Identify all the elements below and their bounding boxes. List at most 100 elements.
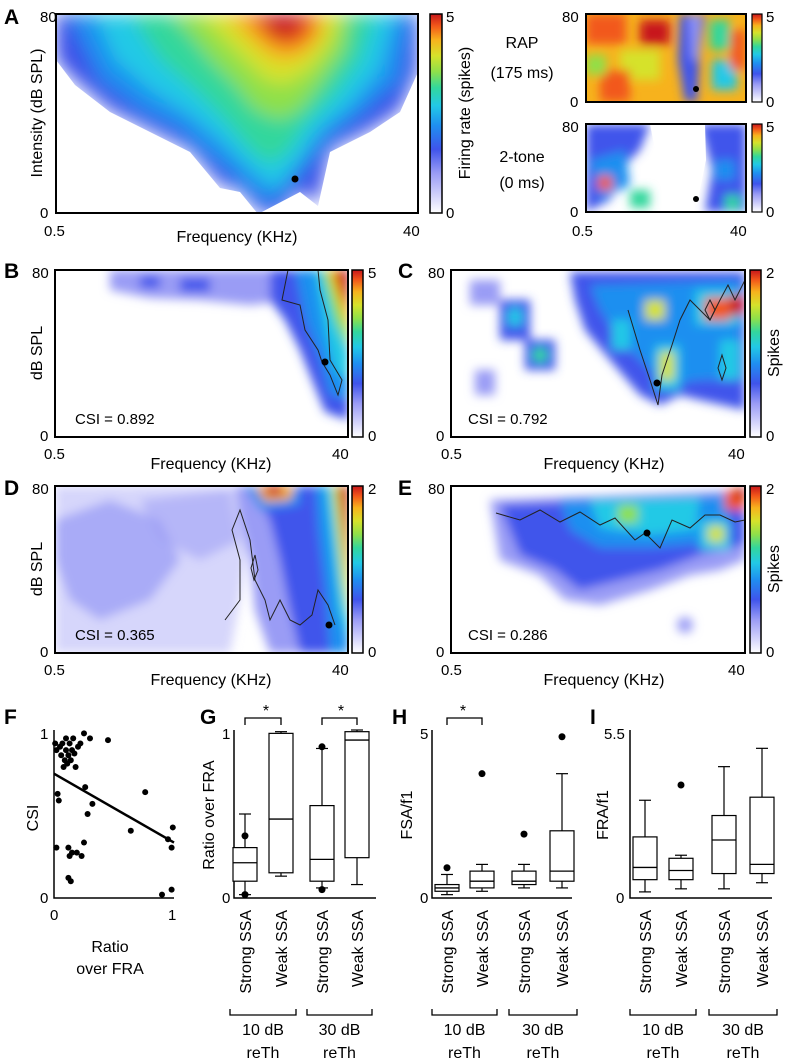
panel-title-line: (0 ms) [499, 175, 544, 192]
panel-a-two-tone: 2-tone (0 ms) 80 0 0.5 40 5 0 [499, 119, 774, 240]
colorbar-tick: 0 [446, 205, 454, 222]
scatter-point [127, 827, 134, 834]
panel-letter: C [398, 260, 413, 283]
colorbar-label: Spikes [766, 329, 783, 377]
scatter-point [78, 853, 85, 859]
category-label: Weak SSA [674, 910, 691, 987]
y-tick: 80 [428, 265, 445, 282]
group-label-line: reTh [647, 1045, 680, 1062]
x-axis-label: Frequency (KHz) [544, 456, 665, 473]
colorbar-tick: 0 [368, 644, 376, 661]
scatter-point [63, 747, 69, 754]
y-tick: 0 [616, 890, 624, 907]
x-tick: 0.5 [441, 446, 462, 463]
group-label-line: reTh [727, 1045, 760, 1062]
group-label-line: 30 dB [319, 1022, 361, 1039]
panel-letter: I [590, 706, 596, 729]
box-plot [632, 799, 658, 893]
significance-bracket [321, 717, 358, 725]
best-frequency-marker [693, 196, 699, 202]
colorbar-tick: 2 [766, 481, 774, 498]
contour-line [250, 554, 259, 582]
box-plot [749, 747, 775, 884]
category-label: Strong SSA [517, 910, 534, 994]
y-tick: 80 [428, 481, 445, 498]
colorbar-tick: 0 [368, 428, 376, 445]
scatter-point [69, 849, 75, 856]
scatter-point [142, 789, 149, 796]
box-iqr [232, 846, 258, 882]
y-axis-label: dB SPL [29, 326, 46, 380]
heatmap-a [56, 14, 418, 213]
y-axis-label: Intensity (dB SPL) [29, 49, 46, 178]
y-axis-label: Ratio over FRA [201, 760, 218, 870]
significance-star: * [460, 703, 466, 720]
box-plot [711, 766, 737, 890]
y-tick: 5.5 [604, 726, 625, 743]
outlier-point [520, 830, 528, 838]
box-plot [309, 743, 335, 894]
scatter-point [53, 844, 60, 851]
x-axis-label: Frequency (KHz) [151, 672, 272, 689]
colorbar [751, 123, 763, 213]
box-iqr [549, 830, 575, 882]
x-axis-label: Frequency (KHz) [177, 229, 298, 246]
y-tick: 0 [420, 890, 428, 907]
y-tick: 80 [562, 119, 579, 136]
x-tick: 40 [728, 446, 745, 463]
axes [431, 730, 572, 899]
panel-a-rap: RAP (175 ms) 80 0 5 0 [490, 9, 774, 111]
group-label-line: 10 dB [242, 1022, 284, 1039]
group-bracket [306, 1009, 373, 1016]
x-tick: 40 [728, 662, 745, 679]
group-bracket [629, 1009, 697, 1016]
panel-letter: D [4, 477, 19, 500]
box-plot [344, 729, 370, 886]
x-tick: 0.5 [44, 223, 65, 240]
box-iqr [344, 731, 370, 859]
colorbar [749, 269, 762, 438]
csi-value: CSI = 0.286 [468, 627, 548, 644]
scatter-point [84, 811, 91, 817]
panel-letter: B [4, 260, 19, 283]
box-plot [232, 813, 258, 899]
y-axis-label: CSI [25, 805, 42, 832]
scatter-point [105, 737, 111, 744]
y-tick: 1 [222, 726, 230, 743]
y-tick: 0 [436, 644, 444, 661]
y-tick: 0 [570, 94, 578, 111]
heatmap-d [55, 486, 348, 653]
regression-line [53, 772, 175, 844]
panel-g: G 1 0 Ratio over FRA * * Strong SSA Weak … [200, 703, 376, 1062]
category-label: Weak SSA [274, 910, 291, 987]
colorbar-tick: 2 [766, 265, 774, 282]
x-tick: 0.5 [44, 662, 65, 679]
panel-title-line: (175 ms) [490, 65, 553, 82]
colorbar-label: Firing rate (spikes) [457, 47, 474, 179]
x-tick: 1 [168, 907, 176, 924]
group-bracket [708, 1009, 778, 1016]
x-axis-label-line: Ratio [91, 939, 128, 956]
x-tick: 40 [403, 223, 420, 240]
outlier-point [318, 743, 326, 751]
scatter-point [73, 849, 80, 856]
heatmap-c [451, 270, 745, 437]
category-label: Strong SSA [238, 910, 255, 994]
category-label: Strong SSA [638, 910, 655, 994]
y-tick: 0 [436, 428, 444, 445]
colorbar-tick: 0 [766, 428, 774, 445]
x-tick: 40 [730, 223, 747, 240]
axes [233, 730, 376, 899]
contour-line [224, 508, 336, 626]
group-bracket [431, 1009, 498, 1016]
x-tick: 40 [332, 446, 349, 463]
colorbar [429, 13, 443, 214]
colorbar-tick: 0 [766, 644, 774, 661]
panel-c: C [398, 260, 783, 473]
heatmap-b [55, 270, 348, 437]
scatter-point [71, 750, 78, 757]
y-tick: 80 [32, 265, 49, 282]
x-axis-label-line: over FRA [76, 961, 144, 978]
y-tick: 80 [40, 9, 57, 26]
scatter-point [54, 790, 61, 797]
